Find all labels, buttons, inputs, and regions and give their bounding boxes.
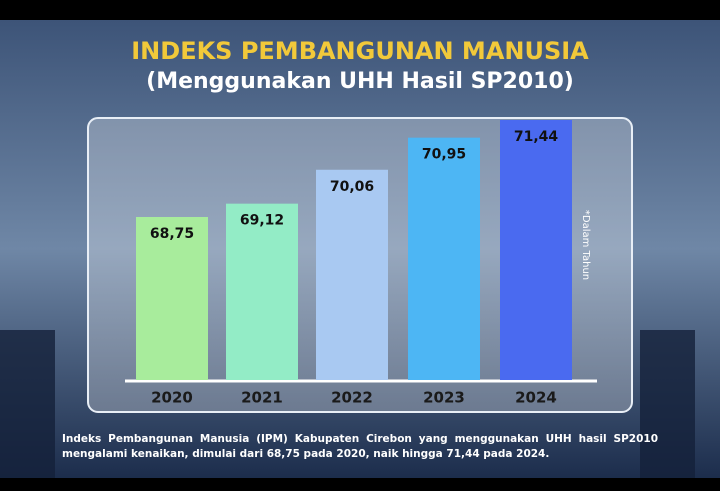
bar: [408, 137, 480, 380]
caption: Indeks Pembangunan Manusia (IPM) Kabupat…: [62, 433, 658, 460]
bg-letter: [640, 330, 695, 478]
bar: [226, 203, 298, 380]
value-label: 70,95: [422, 147, 466, 163]
unit-note: *Dalam Tahun: [580, 210, 591, 280]
value-label: 71,44: [514, 129, 559, 145]
x-tick-label: 2020: [151, 389, 193, 407]
value-label: 69,12: [240, 213, 284, 229]
x-tick-label: 2022: [331, 389, 373, 407]
bar: [316, 169, 388, 380]
chart-title: INDEKS PEMBANGUNAN MANUSIA: [131, 37, 589, 65]
bar: [136, 217, 208, 380]
x-tick-label: 2021: [241, 389, 283, 407]
bar: [500, 120, 572, 380]
x-tick-label: 2023: [423, 389, 465, 407]
x-tick-label: 2024: [515, 389, 557, 407]
value-label: 68,75: [150, 226, 194, 242]
bg-letter: [0, 330, 55, 478]
value-label: 70,06: [330, 179, 374, 195]
chart-subtitle: (Menggunakan UHH Hasil SP2010): [146, 69, 574, 94]
